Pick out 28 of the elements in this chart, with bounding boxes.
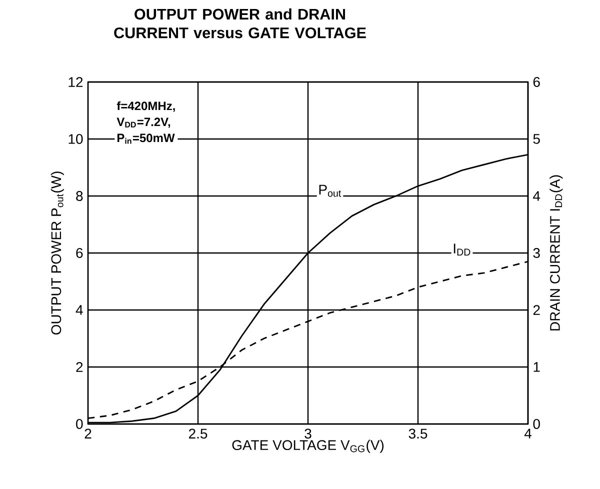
y2-tick-label: 4 xyxy=(533,191,540,201)
y2-tick-label: 5 xyxy=(533,134,540,144)
x-tick-label: 3.5 xyxy=(408,428,428,439)
y2-tick-label: 1 xyxy=(534,362,540,372)
y-tick-label: 12 xyxy=(68,77,83,87)
y2-tick-label: 6 xyxy=(533,77,540,87)
y-tick-label: 0 xyxy=(76,419,83,429)
annotation: P$_{in}$=50mW xyxy=(117,134,175,144)
y-tick-label: 2 xyxy=(76,362,83,372)
y2-tick-label: 0 xyxy=(533,419,540,429)
y-tick-label: 6 xyxy=(76,248,83,258)
y-tick-label: 10 xyxy=(68,134,83,144)
y-axis-title: OUTPUT POWER P$_{out}$(W) xyxy=(50,172,64,335)
y2-axis-title: DRAIN CURRENT I$_{DD}$(A) xyxy=(550,175,563,330)
x-tick-label: 4 xyxy=(524,428,532,438)
x-tick-label: 3 xyxy=(304,428,312,439)
annotation: V$_{DD}$=7.2V, xyxy=(116,118,170,128)
series-label: P$_{out}$ xyxy=(319,184,342,197)
x-tick-label: 2 xyxy=(84,428,92,438)
chart-title: OUTPUT POWER and DRAIN CURRENT versus GATE VOLTAGE xyxy=(114,8,366,38)
y-tick-label: 8 xyxy=(76,191,83,201)
x-tick-label: 2.5 xyxy=(188,428,208,439)
series-label: I$_{DD}$ xyxy=(454,244,470,256)
annotation: f=420MHz, xyxy=(116,101,175,112)
y-tick-label: 4 xyxy=(76,305,83,315)
x-axis-title: GATE VOLTAGE V$_{GG}$(V) xyxy=(232,440,384,453)
y2-tick-label: 3 xyxy=(533,248,540,258)
y2-tick-label: 2 xyxy=(533,305,540,315)
